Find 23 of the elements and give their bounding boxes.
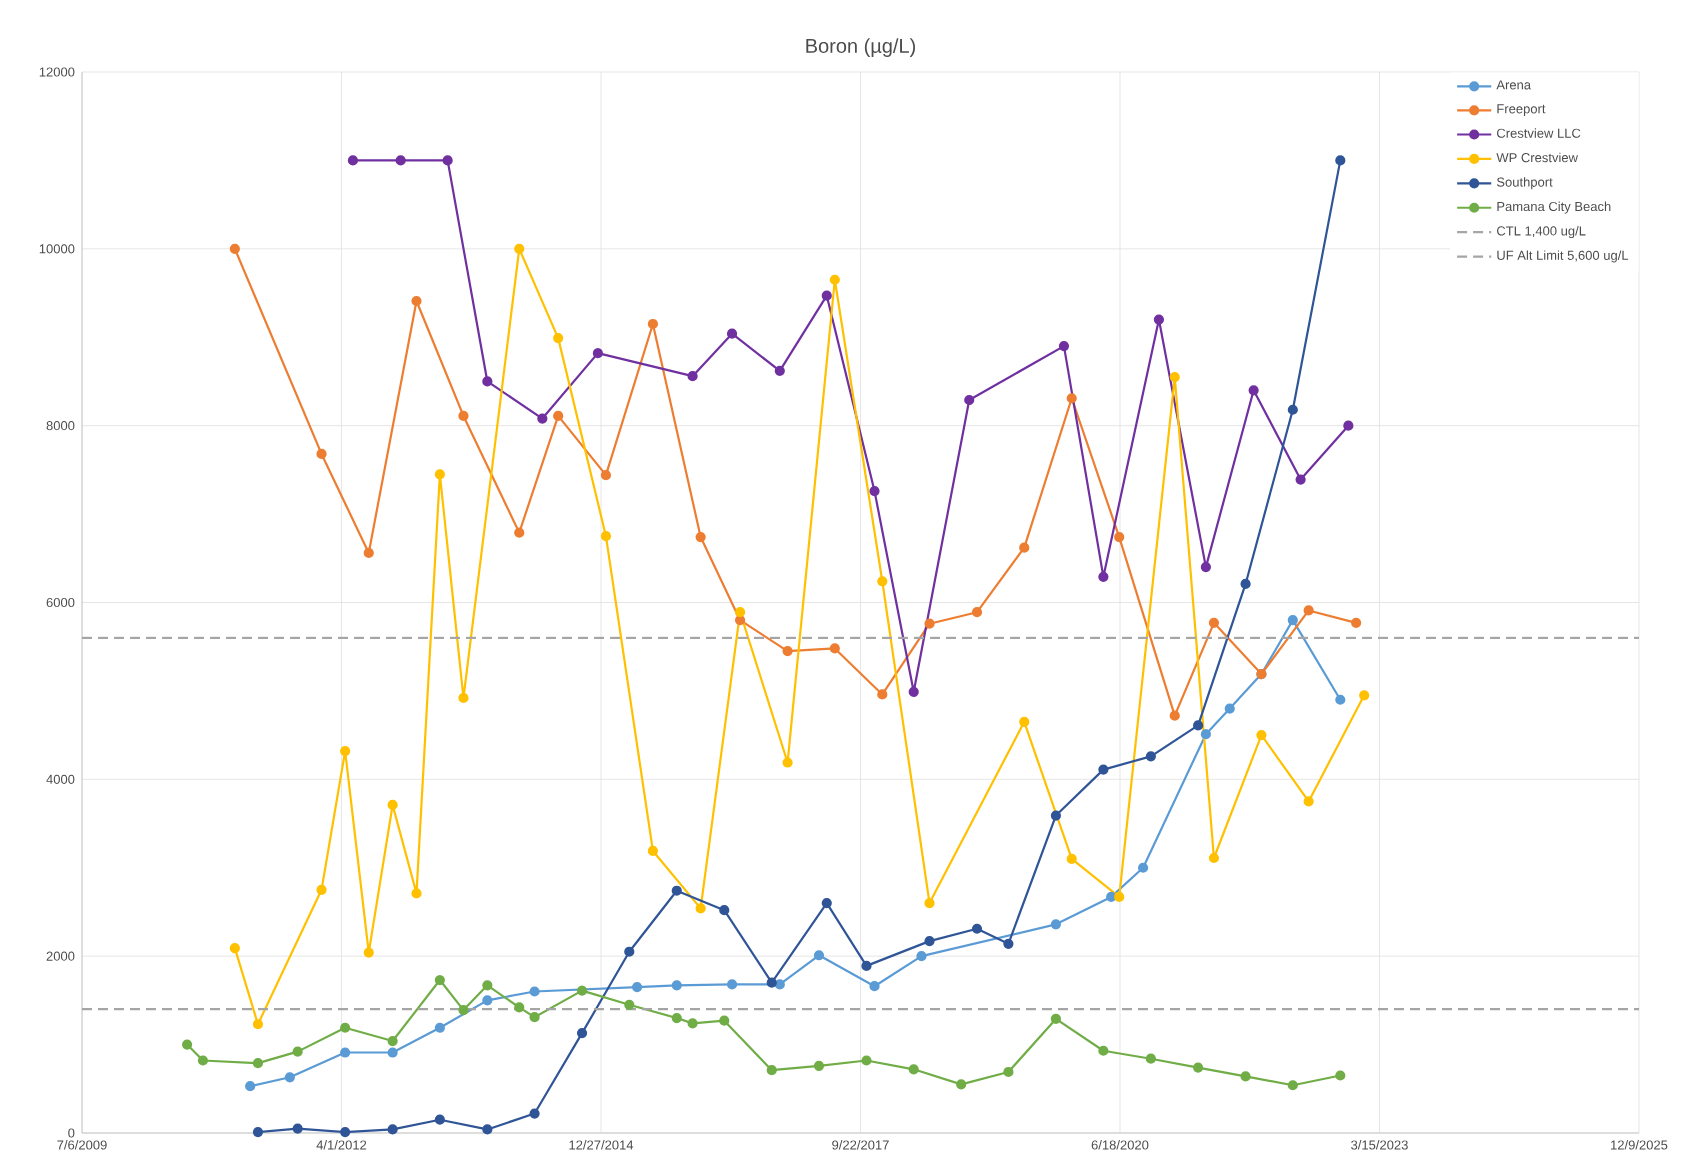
legend-label: WP Crestview xyxy=(1496,152,1578,163)
y-tick-label: 12000 xyxy=(39,67,75,77)
y-tick-label: 2000 xyxy=(46,951,75,961)
legend-label: Arena xyxy=(1496,80,1532,90)
y-tick-label: 6000 xyxy=(46,597,75,608)
legend-label: CTL 1,400 ug/L xyxy=(1497,225,1586,239)
x-tick-label: 3/15/2023 xyxy=(1351,1140,1408,1150)
y-tick-label: 0 xyxy=(68,1128,75,1138)
y-tick-label: 4000 xyxy=(46,774,75,784)
legend-label: Pamana City Beach xyxy=(1497,201,1611,214)
legend-label: Freeport xyxy=(1497,104,1546,116)
x-tick-label: 7/6/2009 xyxy=(57,1140,107,1150)
x-tick-label: 9/22/2017 xyxy=(832,1140,889,1150)
x-tick-label: 4/1/2012 xyxy=(316,1140,367,1150)
x-tick-label: 6/18/2020 xyxy=(1091,1140,1149,1150)
x-tick-label: 12/27/2014 xyxy=(569,1140,634,1150)
y-tick-label: 8000 xyxy=(46,421,75,431)
legend-label: Crestview LLC xyxy=(1497,128,1581,138)
chart-title: Boron (µg/L) xyxy=(806,38,916,57)
x-tick-label: 12/9/2025 xyxy=(1611,1140,1668,1150)
y-tick-label: 10000 xyxy=(39,244,75,254)
legend-label: UF Alt Limit 5,600 ug/L xyxy=(1497,250,1629,263)
legend-label: Southport xyxy=(1496,177,1553,190)
